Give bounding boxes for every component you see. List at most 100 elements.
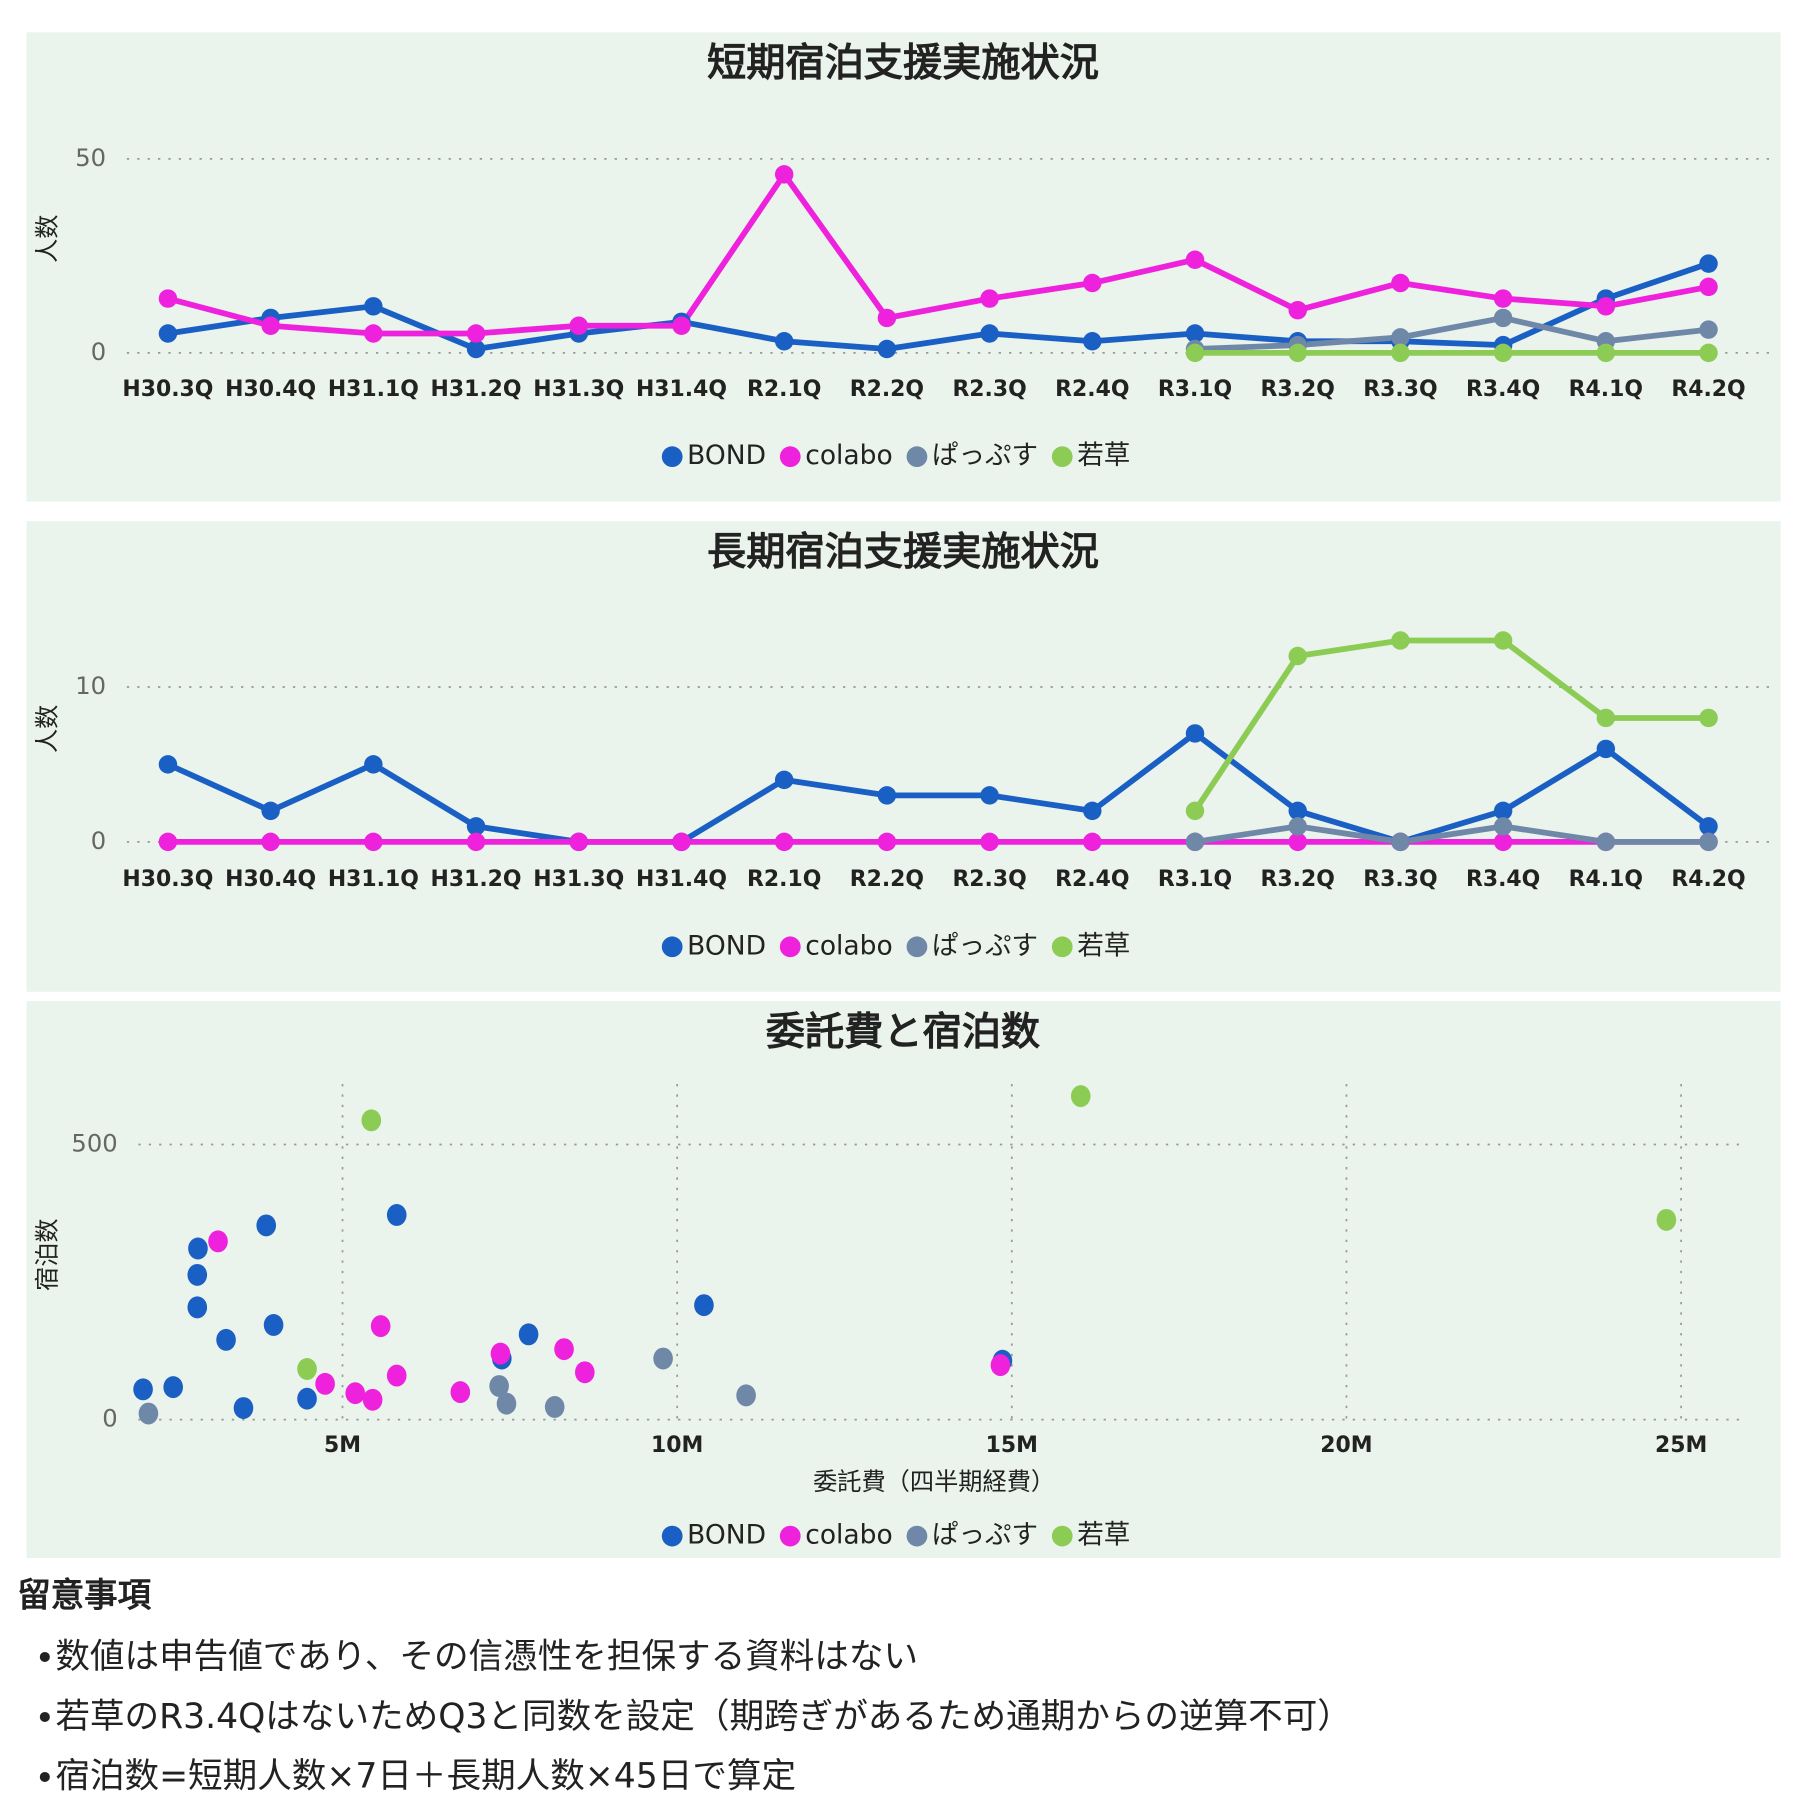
x-axis-label: 委託費（四半期経費）	[813, 1468, 1055, 1496]
point	[1391, 832, 1410, 852]
legend-marker	[779, 446, 801, 468]
point	[466, 339, 486, 359]
point	[1185, 250, 1205, 269]
bullet: •	[35, 1759, 55, 1799]
legend-label: colabo	[805, 1520, 892, 1551]
point	[466, 817, 486, 836]
legend-marker	[779, 936, 801, 958]
point	[364, 297, 383, 316]
panel	[26, 521, 1781, 992]
point	[208, 1230, 228, 1253]
x-tick-label: 25M	[1655, 1433, 1707, 1458]
point	[1596, 297, 1616, 316]
point	[1596, 739, 1616, 759]
legend-marker	[661, 1525, 683, 1547]
y-axis-label: 人数	[33, 705, 61, 753]
legend-label: ぱっぷす	[932, 440, 1038, 471]
series-line	[1192, 637, 1709, 813]
point	[1288, 817, 1307, 836]
point	[158, 324, 178, 343]
note-item: 若草のR3.4QはないためQ3と同数を設定（期跨ぎがあるため通期からの逆算不可）	[55, 1697, 1352, 1737]
point	[158, 755, 178, 774]
point	[261, 832, 280, 852]
y-tick-label: 0	[91, 827, 106, 855]
x-tick-label: 15M	[986, 1433, 1038, 1458]
x-tick-label: R2.3Q	[952, 867, 1026, 892]
x-tick-label: 5M	[324, 1433, 361, 1458]
point	[877, 308, 897, 328]
series-line	[167, 171, 1710, 337]
legend-label: colabo	[805, 440, 892, 471]
x-tick-label: R3.1Q	[1158, 867, 1232, 892]
point	[980, 786, 999, 805]
point	[1288, 801, 1307, 821]
point	[256, 1214, 277, 1237]
point	[1391, 273, 1410, 293]
point	[1493, 801, 1513, 821]
point	[364, 832, 383, 852]
point	[1185, 801, 1205, 821]
point	[980, 289, 999, 308]
point	[569, 316, 588, 335]
point	[297, 1387, 317, 1410]
point	[1596, 832, 1616, 852]
series-line	[166, 730, 1711, 845]
legend: BOND colabo ぱっぷす 若草	[661, 440, 1130, 471]
bullet: •	[35, 1639, 55, 1679]
legend-marker	[1051, 1525, 1073, 1547]
point	[1288, 300, 1307, 320]
x-tick-label: R2.1Q	[747, 867, 821, 892]
y-axis-label: 宿泊数	[33, 1218, 61, 1291]
point	[466, 832, 486, 852]
point	[1699, 817, 1718, 836]
point	[1596, 708, 1616, 728]
x-tick-label: H31.1Q	[328, 867, 419, 892]
point	[569, 832, 588, 852]
x-tick-label: H31.4Q	[636, 377, 727, 402]
point	[1288, 646, 1307, 666]
point	[575, 1361, 595, 1384]
point	[364, 755, 383, 774]
point	[774, 165, 794, 184]
x-tick-label: H31.4Q	[636, 867, 727, 892]
point	[774, 832, 794, 852]
y-tick-label: 500	[71, 1130, 117, 1158]
legend-marker	[906, 446, 928, 468]
x-tick-label: R3.3Q	[1363, 867, 1437, 892]
point	[188, 1237, 208, 1260]
series-line	[1194, 823, 1709, 845]
point	[774, 332, 794, 351]
legend-label: colabo	[805, 930, 892, 961]
point	[877, 339, 897, 359]
x-tick-label: H30.4Q	[225, 377, 316, 402]
point	[1493, 631, 1513, 650]
point	[1083, 332, 1102, 351]
point	[554, 1338, 574, 1361]
x-tick-label: H30.3Q	[122, 867, 213, 892]
point	[736, 1384, 756, 1407]
point	[466, 324, 486, 343]
panel	[26, 32, 1781, 502]
point	[1391, 343, 1410, 363]
x-tick-label: H30.4Q	[225, 867, 316, 892]
legend-label: 若草	[1077, 1520, 1130, 1551]
legend-marker	[906, 936, 928, 958]
point	[345, 1382, 366, 1405]
chart-title: 委託費と宿泊数	[766, 1010, 1041, 1055]
point	[490, 1342, 511, 1365]
point	[672, 316, 691, 335]
point	[877, 786, 897, 805]
point	[1070, 1085, 1091, 1108]
x-tick-label: 20M	[1320, 1433, 1372, 1458]
point	[187, 1263, 208, 1286]
point	[489, 1375, 509, 1397]
chart-title: 長期宿泊支援実施状況	[707, 530, 1099, 575]
point	[1699, 277, 1718, 297]
point	[990, 1354, 1011, 1377]
x-tick-label: R2.1Q	[747, 377, 821, 402]
point	[980, 324, 999, 343]
legend-label: 若草	[1077, 930, 1130, 961]
point	[138, 1402, 159, 1425]
point	[263, 1314, 284, 1336]
x-tick-label: H31.2Q	[431, 377, 522, 402]
